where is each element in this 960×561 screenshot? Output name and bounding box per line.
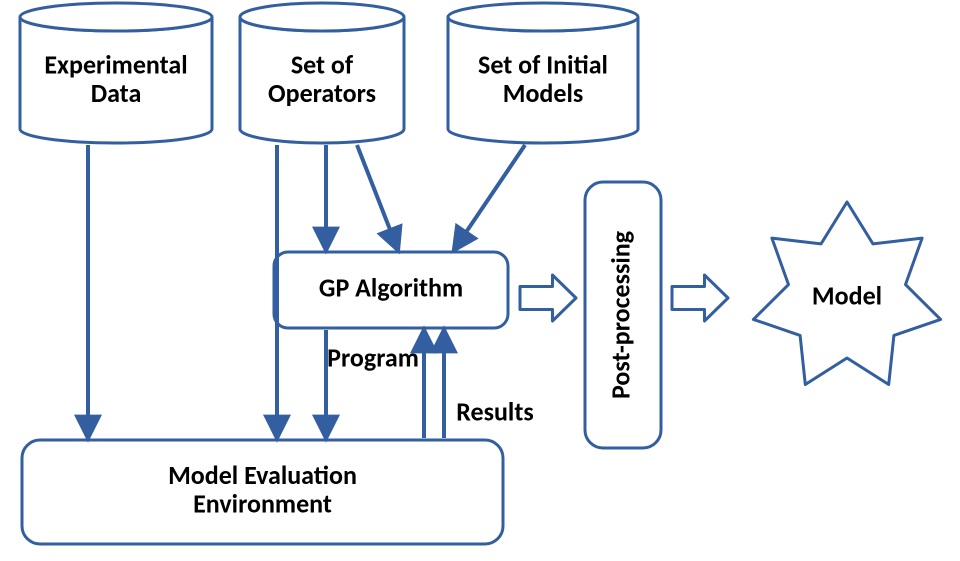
program-label: Program (327, 341, 419, 373)
ops-to-gp-diag (357, 145, 398, 250)
initial-to-gp (454, 145, 525, 250)
svg-text:Operators: Operators (268, 77, 376, 109)
svg-text:Post-processing: Post-processing (604, 230, 636, 399)
operators: Set ofOperators (240, 3, 404, 143)
results-label: Results (456, 395, 533, 427)
model-eval-env: Model EvaluationEnvironment (22, 440, 503, 544)
gp-to-post (520, 275, 576, 321)
svg-text:GP Algorithm: GP Algorithm (319, 271, 463, 303)
svg-text:Data: Data (91, 77, 142, 109)
svg-text:Models: Models (503, 77, 584, 109)
model-star: Model (753, 202, 940, 385)
svg-text:Set of: Set of (291, 48, 354, 80)
initial_models: Set of InitialModels (448, 3, 638, 143)
post-to-star (672, 275, 728, 321)
exp_data: ExperimentalData (20, 3, 212, 143)
svg-text:Experimental: Experimental (44, 48, 187, 80)
svg-text:Environment: Environment (193, 488, 332, 520)
post-processing: Post-processing (585, 182, 661, 448)
svg-text:Model: Model (812, 279, 882, 311)
svg-text:Set of Initial: Set of Initial (478, 48, 608, 80)
gp-algorithm: GP Algorithm (274, 252, 508, 328)
svg-text:Model Evaluation: Model Evaluation (168, 459, 357, 491)
